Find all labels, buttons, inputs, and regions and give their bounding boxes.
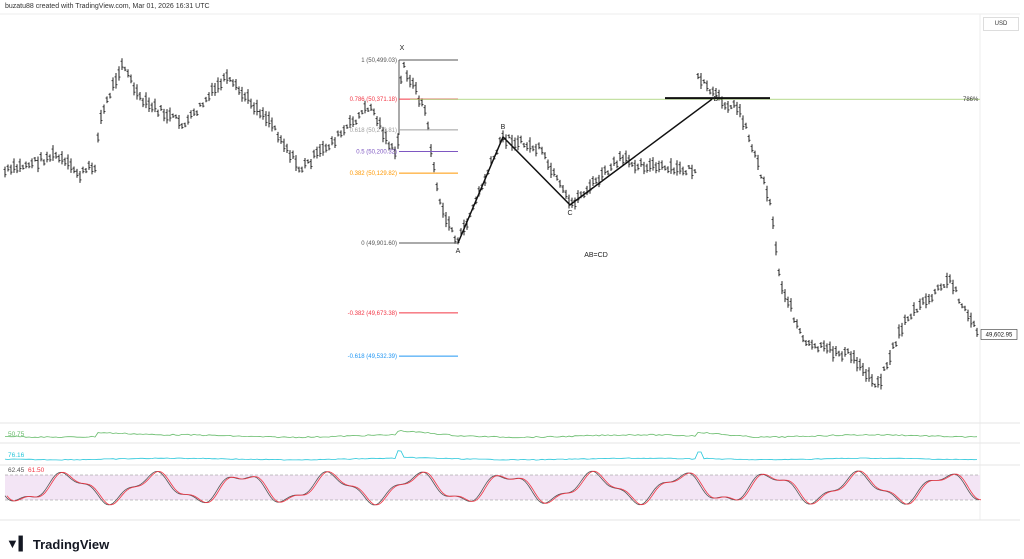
fib-level-label: 0.5 (50,200.32) <box>356 150 397 156</box>
fib-level-label: 0.786 (50,371.18) <box>350 97 397 103</box>
pattern-name: AB=CD <box>584 252 608 259</box>
fib-level-label: 0.382 (50,129.82) <box>350 171 397 177</box>
pattern-point-D: D <box>713 96 718 103</box>
indicator-1-value: 50.75 <box>8 431 25 438</box>
ind1-line <box>4 430 978 439</box>
ind2-line <box>4 450 978 461</box>
tradingview-logo: ▼▍ TradingView <box>6 536 109 552</box>
pattern-point-C: C <box>567 210 572 217</box>
last-price-label: 49,602.95 <box>986 332 1013 338</box>
fib-level-label: 0.618 (50,270.81) <box>350 128 397 134</box>
fib-level-label: -0.382 (49,673.38) <box>348 311 397 317</box>
oscillator-k-line <box>4 470 980 506</box>
abcd-pattern-line <box>457 98 713 244</box>
currency-label[interactable]: USD <box>983 17 1019 31</box>
oscillator-d-value: 61.50 <box>28 467 45 474</box>
fib-level-label: 1 (50,499.03) <box>361 58 397 64</box>
logo-text: TradingView <box>32 536 110 552</box>
pattern-point-X: X <box>400 45 405 52</box>
chart-credit: buzatu88 created with TradingView.com, M… <box>5 3 210 10</box>
oscillator-d-line <box>6 470 982 506</box>
fib-level-label: 0 (49,901.60) <box>361 241 397 247</box>
oscillator-k-value: 62.45 <box>8 467 25 474</box>
last-price-box <box>980 329 1018 340</box>
pattern-point-A: A <box>456 248 461 255</box>
tradingview-logo-icon: ▼▍ <box>6 536 29 551</box>
oscillator-band <box>5 475 980 500</box>
pattern-point-B: B <box>501 124 506 131</box>
indicator-2-value: 76.16 <box>8 452 25 459</box>
fib-level-label: -0.618 (49,532.39) <box>348 354 397 360</box>
horizontal-line-label: 786% <box>963 97 979 103</box>
